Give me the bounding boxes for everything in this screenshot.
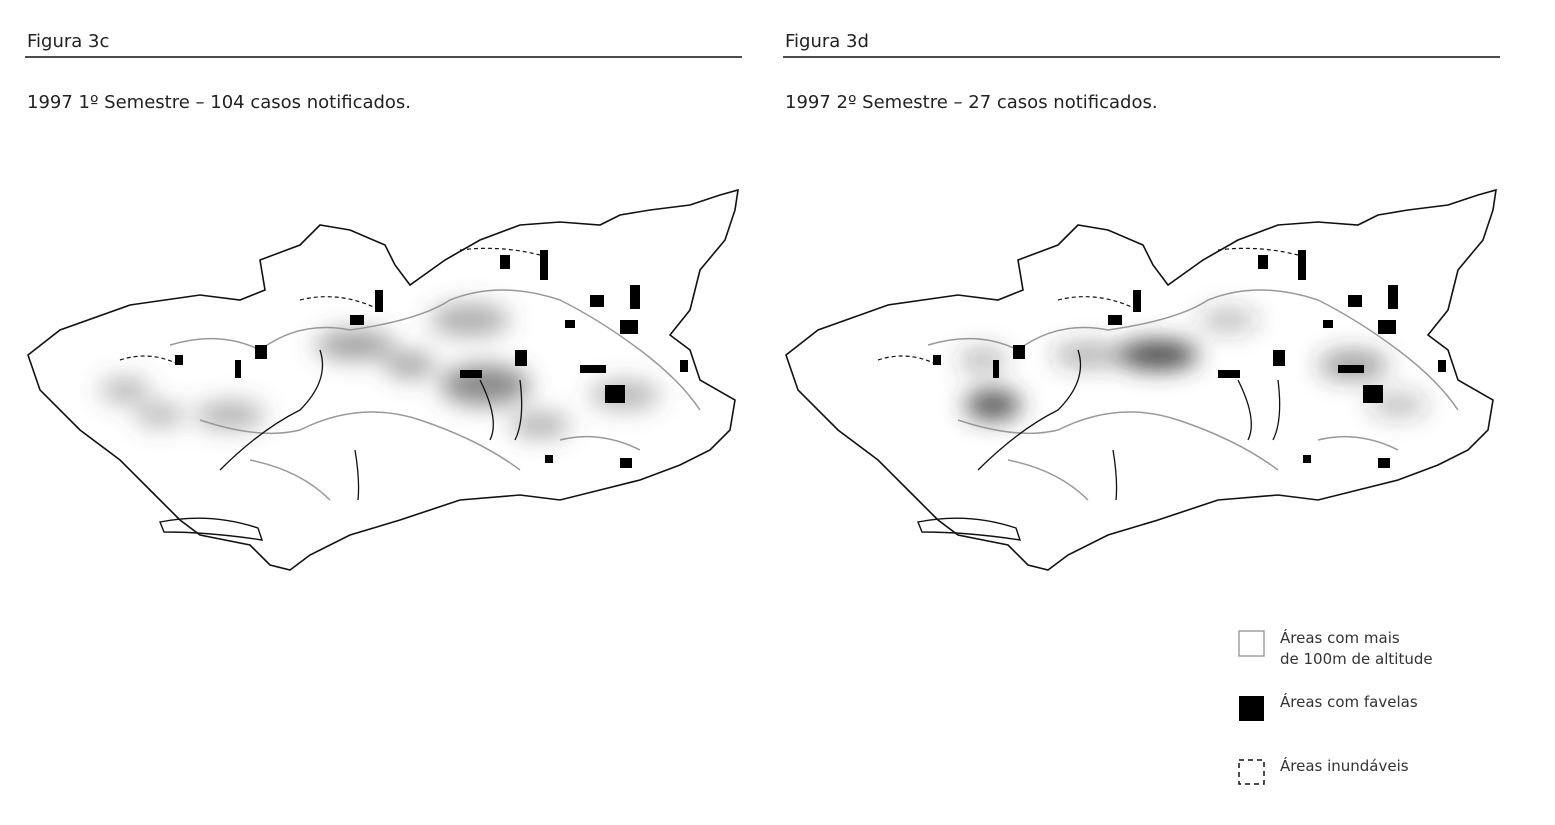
legend-text: Áreas com favelas bbox=[1280, 692, 1418, 711]
legend: Áreas com mais de 100m de altitude Áreas… bbox=[1238, 628, 1433, 785]
figure-caption: 1997 1º Semestre – 104 casos notificados… bbox=[27, 92, 411, 113]
density-map bbox=[100, 304, 660, 437]
legend-text: Áreas inundáveis bbox=[1280, 756, 1409, 775]
legend-text: de 100m de altitude bbox=[1280, 650, 1433, 668]
map-3d bbox=[785, 189, 1497, 571]
figure-label: Figura 3c bbox=[27, 31, 109, 52]
legend-swatch-flood bbox=[1238, 759, 1265, 785]
legend-swatch-favela bbox=[1239, 696, 1264, 721]
legend-text: Áreas com mais bbox=[1280, 628, 1400, 647]
density-map bbox=[958, 308, 1428, 419]
figure-caption: 1997 2º Semestre – 27 casos notificados. bbox=[785, 92, 1158, 113]
legend-swatch-altitude bbox=[1238, 630, 1265, 657]
figure-label: Figura 3d bbox=[785, 31, 869, 52]
